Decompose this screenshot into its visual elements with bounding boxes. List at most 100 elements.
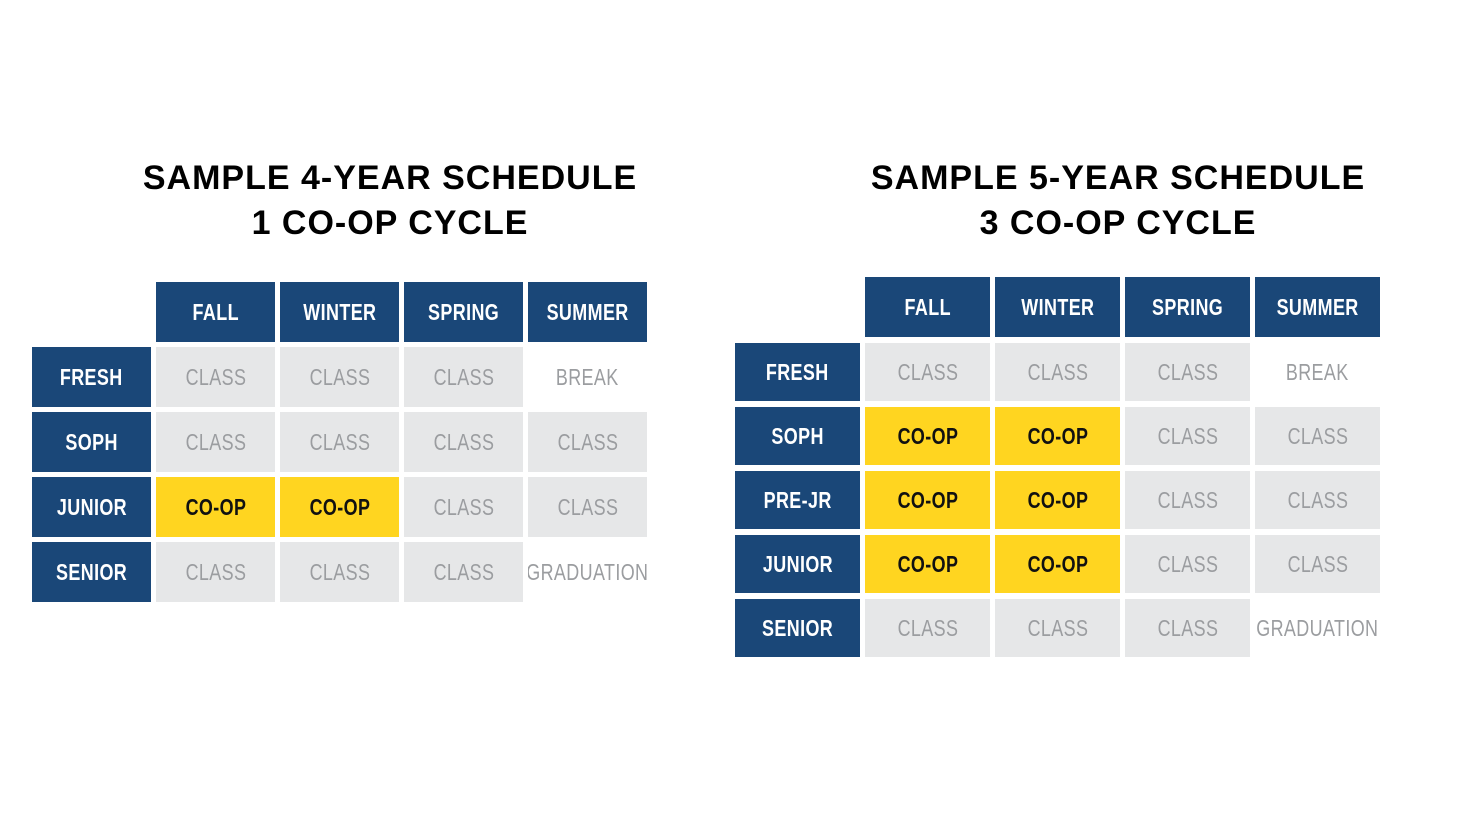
five-year-row-header-junior-label: JUNIOR [762,550,833,577]
four-year-schedule-table: FALL WINTER SPRING SUMMER FRESH CLASS CLASS CLA… [32,282,647,602]
five-year-cell-fresh-spring-label: CLASS [1157,358,1218,385]
four-year-column-header-fall-label: FALL [192,298,239,325]
five-year-cell-pre-jr-spring: CLASS [1125,471,1250,529]
five-year-cell-soph-summer-label: CLASS [1287,422,1348,449]
five-year-row-header-fresh-label: FRESH [766,358,829,385]
five-year-row-header-soph-label: SOPH [771,422,824,449]
five-year-cell-senior-spring: CLASS [1125,599,1250,657]
four-year-cell-soph-spring-label: CLASS [433,428,494,455]
five-year-cell-pre-jr-summer-label: CLASS [1287,486,1348,513]
five-year-title: SAMPLE 5-YEAR SCHEDULE 3 CO-OP CYCLE [808,156,1428,246]
four-year-row-header-senior-label: SENIOR [55,558,128,585]
four-year-cell-soph-fall-label: CLASS [185,428,246,455]
five-year-schedule-table: FALL WINTER SPRING SUMMER FRESH CLASS CLASS CLA… [735,277,1380,657]
five-year-cell-fresh-spring: CLASS [1125,343,1250,401]
five-year-cell-junior-spring: CLASS [1125,535,1250,593]
four-year-column-header-winter: WINTER [280,282,399,342]
five-year-column-header-winter: WINTER [995,277,1120,337]
five-year-corner-spacer [735,277,860,337]
four-year-cell-senior-summer-label: GRADUATION [528,558,647,585]
five-year-cell-senior-summer-label: GRADUATION [1256,614,1379,641]
five-year-row-header-senior-label: SENIOR [761,614,834,641]
five-year-cell-senior-winter-label: CLASS [1027,614,1088,641]
five-year-cell-junior-fall: CO-OP [865,535,990,593]
four-year-column-header-winter-label: WINTER [302,298,377,325]
five-year-title-line2: 3 CO-OP CYCLE [979,204,1257,242]
four-year-row-header-junior-label: JUNIOR [56,493,127,520]
five-year-cell-pre-jr-winter-label: CO-OP [1027,486,1088,513]
four-year-cell-senior-fall: CLASS [156,542,275,602]
four-year-title-line2: 1 CO-OP CYCLE [251,204,529,242]
four-year-cell-soph-spring: CLASS [404,412,523,472]
four-year-column-header-fall: FALL [156,282,275,342]
five-year-cell-soph-spring: CLASS [1125,407,1250,465]
five-year-cell-junior-winter: CO-OP [995,535,1120,593]
four-year-cell-fresh-winter-label: CLASS [309,363,370,390]
five-year-cell-senior-winter: CLASS [995,599,1120,657]
four-year-cell-junior-winter-label: CO-OP [309,493,370,520]
five-year-cell-pre-jr-summer: CLASS [1255,471,1380,529]
five-year-cell-soph-spring-label: CLASS [1157,422,1218,449]
four-year-cell-senior-fall-label: CLASS [185,558,246,585]
four-year-cell-junior-spring-label: CLASS [433,493,494,520]
four-year-cell-fresh-fall: CLASS [156,347,275,407]
four-year-corner-spacer [32,282,151,342]
four-year-cell-fresh-summer: BREAK [528,347,647,407]
five-year-cell-soph-fall-label: CO-OP [897,422,958,449]
five-year-row-header-pre-jr: PRE-JR [735,471,860,529]
five-year-cell-fresh-winter: CLASS [995,343,1120,401]
four-year-cell-fresh-winter: CLASS [280,347,399,407]
five-year-cell-soph-fall: CO-OP [865,407,990,465]
four-year-cell-fresh-spring-label: CLASS [433,363,494,390]
five-year-cell-soph-winter-label: CO-OP [1027,422,1088,449]
five-year-cell-pre-jr-winter: CO-OP [995,471,1120,529]
four-year-cell-junior-fall-label: CO-OP [185,493,246,520]
five-year-cell-senior-spring-label: CLASS [1157,614,1218,641]
four-year-title: SAMPLE 4-YEAR SCHEDULE 1 CO-OP CYCLE [80,156,700,246]
four-year-cell-junior-fall: CO-OP [156,477,275,537]
four-year-cell-senior-spring: CLASS [404,542,523,602]
five-year-cell-junior-winter-label: CO-OP [1027,550,1088,577]
five-year-cell-senior-fall: CLASS [865,599,990,657]
five-year-cell-pre-jr-fall: CO-OP [865,471,990,529]
four-year-cell-senior-winter-label: CLASS [309,558,370,585]
five-year-column-header-winter-label: WINTER [1020,293,1095,320]
four-year-cell-senior-winter: CLASS [280,542,399,602]
five-year-cell-junior-fall-label: CO-OP [897,550,958,577]
five-year-cell-fresh-fall-label: CLASS [897,358,958,385]
five-year-cell-junior-spring-label: CLASS [1157,550,1218,577]
five-year-row-header-senior: SENIOR [735,599,860,657]
five-year-cell-soph-winter: CO-OP [995,407,1120,465]
five-year-row-header-pre-jr-label: PRE-JR [763,486,832,513]
four-year-cell-senior-summer: GRADUATION [528,542,647,602]
four-year-cell-soph-fall: CLASS [156,412,275,472]
four-year-row-header-soph: SOPH [32,412,151,472]
four-year-row-header-soph-label: SOPH [65,428,118,455]
four-year-row-header-senior: SENIOR [32,542,151,602]
five-year-row-header-fresh: FRESH [735,343,860,401]
four-year-title-line1: SAMPLE 4-YEAR SCHEDULE [142,159,638,197]
five-year-column-header-spring: SPRING [1125,277,1250,337]
four-year-cell-fresh-fall-label: CLASS [185,363,246,390]
five-year-cell-soph-summer: CLASS [1255,407,1380,465]
five-year-cell-fresh-fall: CLASS [865,343,990,401]
four-year-cell-soph-summer-label: CLASS [557,428,618,455]
five-year-cell-junior-summer-label: CLASS [1287,550,1348,577]
four-year-column-header-summer: SUMMER [528,282,647,342]
five-year-cell-fresh-summer: BREAK [1255,343,1380,401]
five-year-cell-junior-summer: CLASS [1255,535,1380,593]
four-year-cell-junior-summer: CLASS [528,477,647,537]
five-year-cell-fresh-summer-label: BREAK [1286,358,1349,385]
five-year-cell-pre-jr-spring-label: CLASS [1157,486,1218,513]
four-year-column-header-summer-label: SUMMER [546,298,629,325]
four-year-row-header-fresh: FRESH [32,347,151,407]
five-year-row-header-junior: JUNIOR [735,535,860,593]
five-year-title-line1: SAMPLE 5-YEAR SCHEDULE [870,159,1366,197]
five-year-column-header-summer-label: SUMMER [1276,293,1359,320]
five-year-cell-fresh-winter-label: CLASS [1027,358,1088,385]
four-year-cell-junior-summer-label: CLASS [557,493,618,520]
four-year-cell-fresh-spring: CLASS [404,347,523,407]
five-year-cell-senior-summer: GRADUATION [1255,599,1380,657]
five-year-cell-senior-fall-label: CLASS [897,614,958,641]
